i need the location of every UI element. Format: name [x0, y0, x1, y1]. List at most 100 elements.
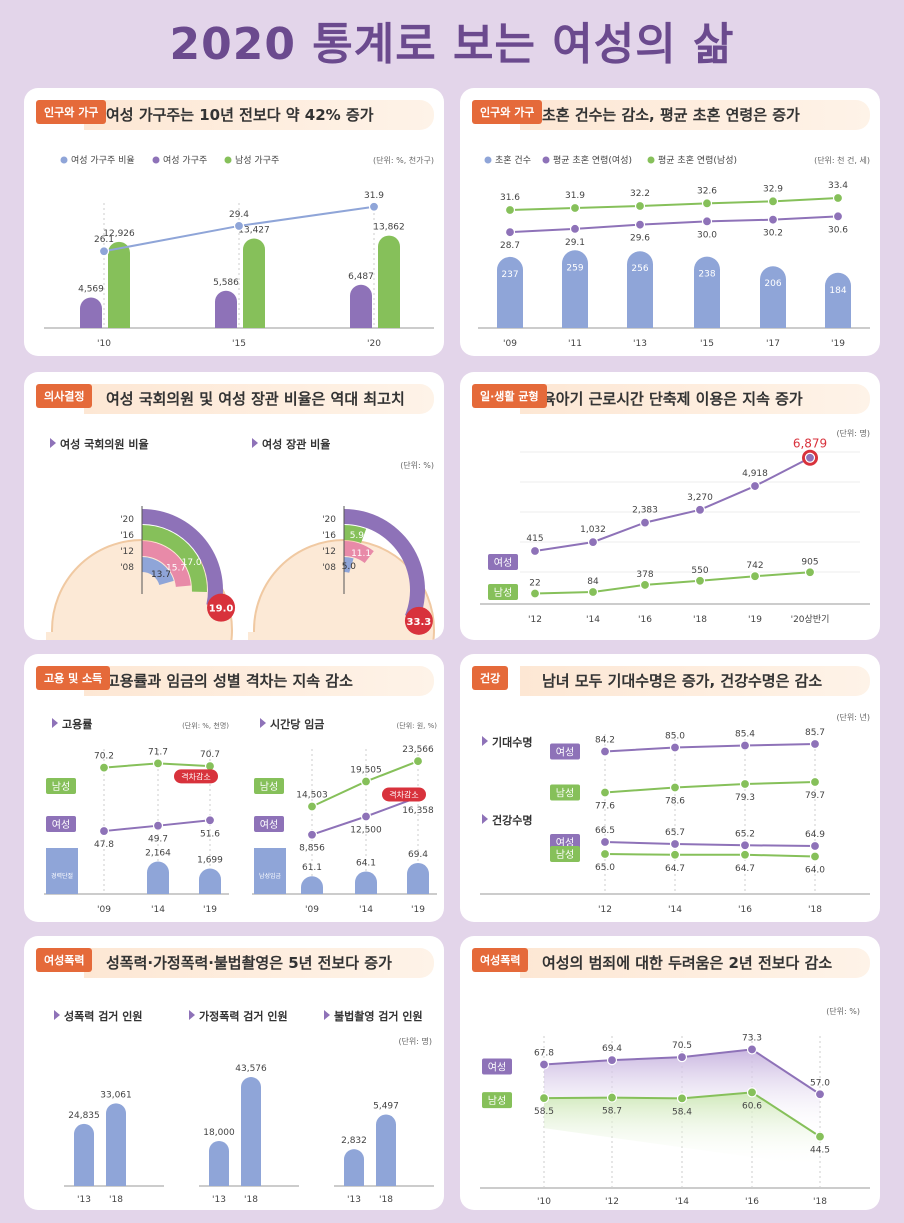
female-value: 16,358 — [402, 806, 434, 816]
x-tick-label: '12 — [598, 905, 612, 915]
x-tick-label: '18 — [693, 615, 707, 625]
x-tick-label: '18 — [808, 905, 822, 915]
male-series-label: 남성 — [556, 788, 574, 800]
male-value: 19,505 — [350, 765, 382, 775]
x-tick-label: '15 — [232, 339, 246, 349]
male-point — [676, 1093, 688, 1104]
male-value: 71.7 — [148, 747, 168, 757]
female-value: 66.5 — [595, 826, 615, 836]
male-age-value: 33.4 — [828, 181, 848, 191]
female-value: 6,879 — [793, 437, 827, 451]
section-tag: 인구와 가구 — [472, 100, 543, 124]
arrest-value: 5,497 — [373, 1102, 399, 1112]
section-tag: 건강 — [472, 666, 509, 690]
female-age-value: 30.6 — [828, 225, 848, 235]
section-headline: 여성의 범죄에 대한 두려움은 2년 전보다 감소 — [520, 948, 870, 978]
unit-label: (단위: 명) — [398, 1036, 432, 1046]
first-marriage-value: 237 — [501, 270, 518, 280]
radial-title: 여성 장관 비율 — [262, 437, 330, 451]
female-point — [599, 836, 611, 848]
radial-highlight — [404, 606, 433, 635]
employment-subtitle-marker — [52, 718, 58, 728]
employment-subtitle: 시간당 임금 — [270, 717, 324, 731]
female-series-label: 여성 — [488, 1062, 506, 1074]
gap-label: 격차감소 — [389, 789, 418, 799]
x-tick-label: '19 — [831, 339, 845, 349]
radial-year-label: '20 — [322, 515, 336, 525]
x-tick-label: '13 — [633, 339, 647, 349]
bar-value: 64.1 — [356, 858, 376, 868]
unit-label: (단위: %, 천가구) — [373, 155, 434, 165]
violence-subtitle-marker — [324, 1010, 330, 1020]
panel-health: 건강 남녀 모두 기대수명은 증가, 건강수명은 감소 (단위: 년) '12 '1… — [460, 654, 880, 922]
x-tick-label: '13 — [347, 1195, 361, 1205]
arrest-bar — [106, 1103, 126, 1186]
radial-value: 5.0 — [342, 562, 357, 572]
female-point — [804, 452, 816, 463]
radial-background-fill — [46, 632, 146, 640]
radial-bar — [344, 525, 367, 543]
x-tick-label: '14 — [668, 905, 682, 915]
male-head-value: 13,427 — [238, 225, 270, 235]
first-marriage-bar — [627, 251, 653, 328]
female-age-point — [767, 214, 779, 225]
unit-label: (단위: 명) — [836, 428, 870, 438]
male-series-label-box — [482, 1092, 512, 1109]
x-tick-label: '18 — [244, 1195, 258, 1205]
male-value: 70.2 — [94, 752, 114, 762]
male-value: 77.6 — [595, 802, 615, 812]
arrest-value: 43,576 — [235, 1064, 267, 1074]
female-age-value: 29.1 — [565, 238, 585, 248]
first-marriage-value: 256 — [631, 264, 648, 274]
decision-chart: (단위: %) 여성 국회의원 비율 '20 19.0 '16 17.0 '12 15.7 '0… — [46, 437, 435, 640]
female-value: 64.9 — [805, 830, 825, 840]
x-tick-label: '17 — [766, 339, 780, 349]
male-point — [152, 758, 164, 769]
bar — [407, 862, 429, 894]
radial-bar — [142, 525, 207, 593]
x-tick-label: '14 — [675, 1197, 689, 1207]
male-head-bar — [108, 241, 130, 328]
first-marriage-bar — [760, 266, 786, 328]
x-tick-label: '09 — [97, 905, 111, 915]
male-age-point — [701, 198, 713, 209]
arrest-value: 2,832 — [341, 1136, 367, 1146]
arrest-value: 33,061 — [100, 1090, 132, 1100]
x-tick-label: '20 — [367, 339, 381, 349]
female-series-label-box — [550, 743, 580, 760]
health-subtitle: 기대수명 — [492, 735, 532, 749]
female-age-point — [634, 219, 646, 230]
legend-marker — [647, 156, 655, 164]
female-point — [739, 840, 751, 851]
arrest-bar — [241, 1077, 261, 1186]
male-area — [544, 1092, 820, 1167]
radial-title: 여성 국회의원 비율 — [60, 437, 149, 451]
male-head-value: 13,862 — [373, 223, 405, 233]
male-age-point — [569, 202, 581, 214]
male-value: 64.7 — [665, 864, 685, 874]
legend-label: 남성 가구주 — [235, 155, 279, 166]
x-tick-label: '14 — [586, 615, 600, 625]
female-point — [739, 740, 751, 751]
unit-label: (단위: 천 건, 세) — [814, 155, 870, 165]
first-marriage-value: 206 — [764, 279, 781, 289]
legend-marker — [152, 156, 160, 164]
arrest-bar — [74, 1123, 94, 1186]
male-series-label-box — [46, 778, 76, 794]
male-line — [534, 571, 811, 595]
female-point — [669, 742, 681, 753]
female-series-label-box — [488, 554, 518, 570]
legend-label: 평균 초혼 연령(남성) — [658, 154, 737, 166]
female-point — [749, 480, 761, 492]
female-head-bar — [350, 284, 372, 328]
male-point — [306, 801, 318, 812]
female-head-value: 4,569 — [78, 285, 104, 295]
radial-bar — [142, 541, 191, 587]
radial-year-label: '16 — [322, 531, 336, 541]
x-tick-label: '14 — [359, 905, 373, 915]
female-ratio-point — [233, 220, 245, 232]
female-point — [152, 820, 164, 831]
panel-households: 인구와 가구 여성 가구주는 10년 전보다 약 42% 증가 여성 가구주 비… — [24, 88, 444, 356]
male-series-label: 남성 — [556, 849, 574, 861]
